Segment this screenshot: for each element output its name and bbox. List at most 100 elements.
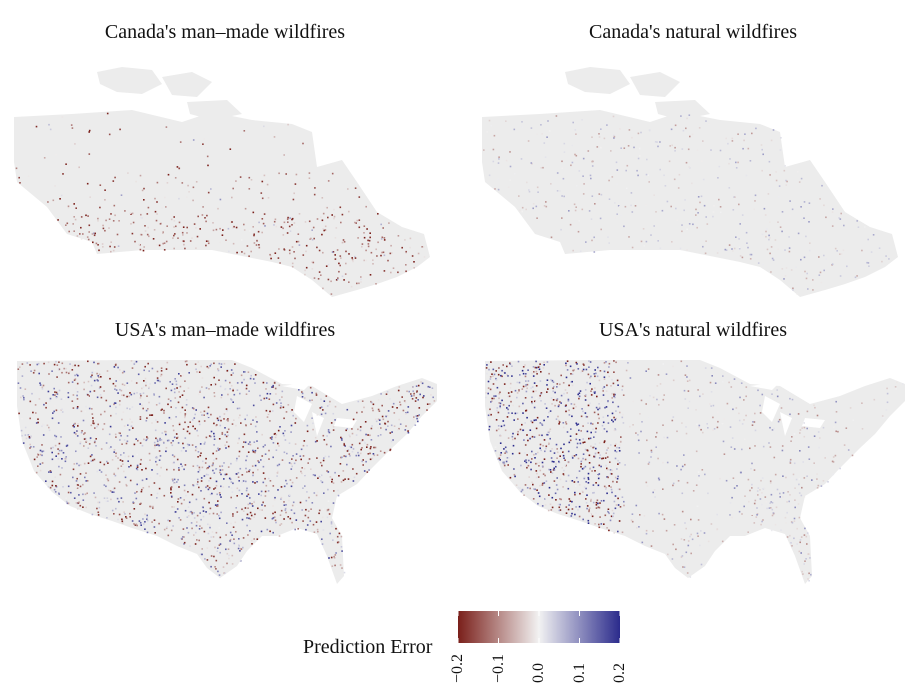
error-cell [795,478,798,481]
error-cell [562,451,564,453]
error-cell [96,396,99,399]
error-cell [179,385,182,388]
error-cell [576,424,578,426]
error-cell [331,214,333,216]
error-cell [335,279,338,281]
error-cell [583,364,585,366]
error-cell [141,249,144,252]
error-cell [584,399,587,401]
error-cell [747,246,749,249]
error-cell [695,409,697,411]
error-cell [561,217,563,219]
error-cell [505,159,508,162]
error-cell [124,210,126,212]
error-cell [806,427,808,430]
error-cell [61,458,63,460]
error-cell [587,522,590,524]
error-cell [91,408,93,410]
error-cell [564,464,567,466]
error-cell [750,253,753,256]
error-cell [123,370,126,373]
error-cell [313,277,316,279]
error-cell [56,376,58,378]
error-cell [838,217,840,219]
error-cell [223,413,226,415]
error-cell [507,408,509,411]
error-cell [785,522,787,524]
error-cell [119,459,122,461]
error-cell [580,465,582,468]
error-cell [406,390,408,393]
error-cell [308,177,311,179]
error-cell [231,491,234,493]
error-cell [269,437,272,439]
error-cell [775,179,778,182]
error-cell [741,423,744,425]
error-cell [105,485,107,488]
error-cell [58,361,60,363]
error-cell [201,214,204,216]
error-cell [215,484,218,487]
error-cell [163,442,165,444]
error-cell [765,230,767,233]
error-cell [600,500,603,502]
error-cell [561,167,564,169]
error-cell [336,278,339,280]
error-cell [41,425,43,428]
error-cell [82,233,84,235]
error-cell [329,532,331,535]
error-cell [293,251,295,253]
error-cell [613,500,616,503]
error-cell [171,383,174,385]
error-cell [589,402,591,405]
error-cell [262,401,265,403]
error-cell [241,251,243,253]
error-cell [331,481,333,483]
error-cell [72,223,74,225]
error-cell [191,493,194,496]
error-cell [525,459,528,461]
error-cell [570,381,572,383]
error-cell [235,531,237,533]
error-cell [546,433,548,436]
error-cell [288,225,291,228]
error-cell [294,443,297,445]
error-cell [164,430,167,433]
error-cell [139,248,142,251]
error-cell [321,197,324,199]
error-cell [283,485,286,488]
error-cell [221,465,224,467]
error-cell [593,392,596,394]
error-cell [363,406,365,409]
error-cell [566,363,568,366]
error-cell [526,487,529,489]
error-cell [401,246,403,249]
error-cell [645,370,647,372]
error-cell [531,435,534,438]
error-cell [252,451,255,453]
error-cell [237,547,240,550]
error-cell [76,508,79,510]
error-cell [285,411,288,413]
error-cell [744,495,746,497]
error-cell [234,363,236,365]
error-cell [328,431,331,434]
error-cell [22,395,24,397]
error-cell [140,394,142,397]
error-cell [113,491,115,493]
error-cell [196,539,198,541]
error-cell [280,405,282,407]
error-cell [392,267,395,269]
error-cell [685,161,688,164]
error-cell [194,413,196,416]
error-cell [640,430,642,433]
error-cell [207,488,210,491]
error-cell [556,477,558,479]
error-cell [524,444,527,446]
error-cell [276,475,278,477]
error-cell [834,454,837,457]
error-cell [785,476,787,479]
error-cell [698,478,701,481]
error-cell [242,480,245,482]
error-cell [236,511,239,513]
